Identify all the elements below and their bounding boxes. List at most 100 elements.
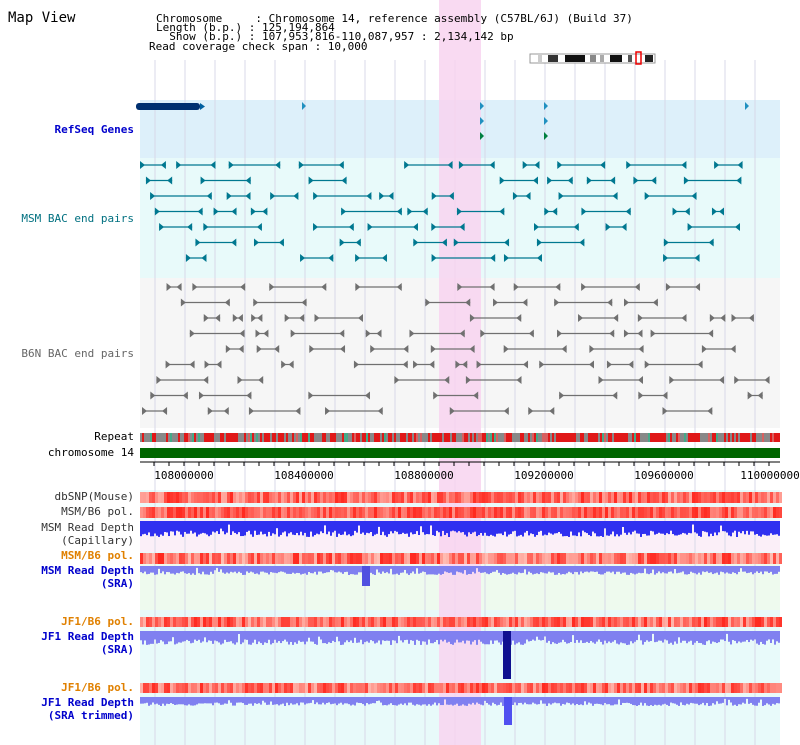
read-depth-bar: [750, 521, 752, 532]
track-label-jf1-depth-sra[interactable]: JF1 Read Depth: [41, 630, 134, 643]
track-label-jf1-depth-trim[interactable]: JF1 Read Depth: [41, 696, 134, 709]
bac-end-marker: [573, 223, 579, 231]
repeat-segment: [390, 433, 392, 442]
read-depth-bar: [570, 566, 572, 573]
polymorphism-cell: [563, 553, 566, 564]
read-depth-bar: [338, 697, 340, 704]
polymorphism-cell: [245, 617, 248, 627]
polymorphism-cell: [572, 617, 575, 627]
repeat-segment: [616, 433, 618, 442]
read-depth-bar: [382, 521, 384, 532]
read-depth-bar: [750, 566, 752, 573]
polymorphism-cell: [464, 683, 467, 693]
polymorphism-cell: [755, 617, 758, 627]
read-depth-bar: [292, 566, 294, 573]
polymorphism-cell: [284, 617, 287, 627]
polymorphism-cell: [239, 553, 242, 564]
polymorphism-cell: [566, 553, 569, 564]
read-depth-bar: [404, 697, 406, 704]
polymorphism-cell: [470, 553, 473, 564]
read-depth-bar: [624, 697, 626, 703]
repeat-segment: [174, 433, 176, 442]
track-label-refseq[interactable]: RefSeq Genes: [54, 123, 134, 136]
track-label-msm-b6-pol-1[interactable]: MSM/B6 pol.: [61, 505, 134, 518]
bac-end-marker: [552, 207, 558, 216]
bac-end-marker: [301, 298, 307, 307]
read-depth-bar: [198, 566, 200, 574]
read-depth-bar: [512, 697, 514, 705]
track-label-jf1-b6-pol-2[interactable]: JF1/B6 pol.: [61, 681, 134, 694]
polymorphism-cell: [617, 507, 620, 518]
polymorphism-cell: [599, 492, 602, 503]
read-depth-bar: [318, 566, 320, 572]
polymorphism-cell: [335, 617, 338, 627]
track-label-chromosome[interactable]: chromosome 14: [47, 446, 134, 459]
read-depth-bar: [366, 697, 368, 704]
bac-end-marker: [290, 329, 296, 338]
repeat-segment: [338, 433, 340, 442]
polymorphism-cell: [458, 683, 461, 693]
read-depth-bar: [564, 566, 566, 575]
read-depth-bar: [686, 697, 688, 704]
read-depth-bar: [196, 521, 198, 537]
repeat-segment: [438, 433, 440, 442]
bac-end-marker: [238, 345, 244, 353]
bac-end-marker: [248, 407, 254, 415]
polymorphism-cell: [731, 553, 734, 564]
track-label-msm-bac[interactable]: MSM BAC end pairs: [21, 212, 134, 225]
polymorphism-cell: [641, 553, 644, 564]
read-depth-bar: [648, 697, 650, 706]
read-depth-bar: [670, 697, 672, 703]
track-label-msm-b6-pol-2[interactable]: MSM/B6 pol.: [61, 549, 134, 562]
read-depth-bar: [764, 631, 766, 645]
read-depth-bar: [170, 521, 172, 532]
repeat-segment: [198, 433, 200, 442]
read-depth-bar: [374, 631, 376, 644]
track-label-b6n-bac[interactable]: B6N BAC end pairs: [21, 347, 134, 360]
polymorphism-cell: [326, 617, 329, 627]
polymorphism-cell: [431, 683, 434, 693]
read-depth-bar: [608, 697, 610, 705]
read-depth-bar: [388, 697, 390, 705]
polymorphism-cell: [401, 553, 404, 564]
read-depth-bar: [208, 631, 210, 641]
polymorphism-cell: [293, 492, 296, 503]
bac-end-marker: [255, 329, 261, 338]
polymorphism-cell: [179, 553, 182, 564]
track-label-jf1-b6-pol-1[interactable]: JF1/B6 pol.: [61, 615, 134, 628]
polymorphism-cell: [710, 553, 713, 564]
read-depth-bar: [152, 697, 154, 703]
track-label-msm-depth-sra[interactable]: MSM Read Depth: [41, 564, 134, 577]
read-depth-bar: [278, 631, 280, 642]
read-depth-bar: [630, 631, 632, 642]
read-depth-bar: [272, 697, 274, 705]
polymorphism-cell: [593, 553, 596, 564]
read-depth-bar: [688, 521, 690, 533]
polymorphism-cell: [350, 553, 353, 564]
track-label-dbsnp[interactable]: dbSNP(Mouse): [54, 490, 134, 503]
read-depth-bar: [666, 697, 668, 705]
read-depth-bar: [698, 521, 700, 536]
read-depth-bar: [338, 566, 340, 572]
repeat-segment: [778, 433, 780, 442]
polymorphism-cell: [179, 617, 182, 627]
polymorphism-cell: [503, 492, 506, 503]
track-label-repeat[interactable]: Repeat: [94, 430, 134, 443]
read-depth-bar: [732, 697, 734, 706]
bac-end-marker: [681, 161, 687, 169]
read-depth-bar: [348, 566, 350, 575]
track-label-msm-depth-cap[interactable]: MSM Read Depth: [41, 521, 134, 534]
repeat-segment: [724, 433, 726, 442]
polymorphism-cell: [764, 507, 767, 518]
read-depth-bar: [434, 566, 436, 575]
read-depth-bar: [296, 697, 298, 704]
repeat-segment: [564, 433, 566, 442]
polymorphism-cell: [278, 492, 281, 503]
polymorphism-cell: [209, 617, 212, 627]
polymorphism-cell: [158, 507, 161, 518]
read-depth-bar: [730, 521, 732, 537]
polymorphism-cell: [590, 492, 593, 503]
polymorphism-cell: [143, 507, 146, 518]
read-depth-bar: [616, 631, 618, 644]
